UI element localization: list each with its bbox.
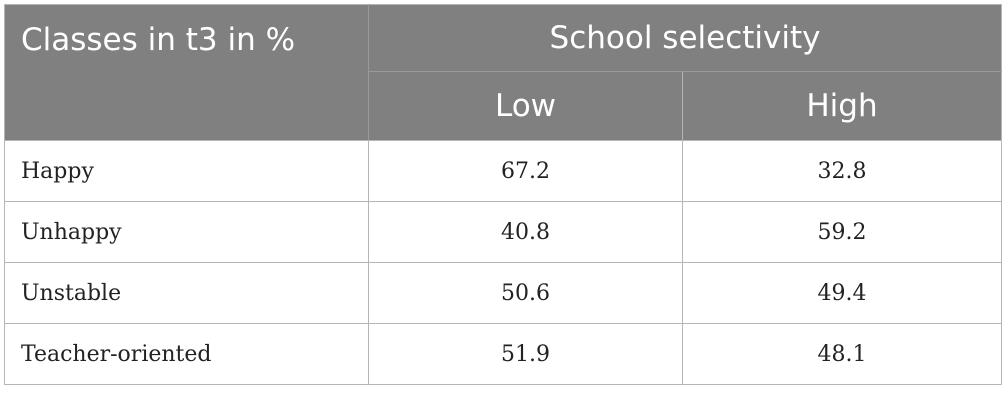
row-label-header: Classes in t3 in % [4,4,369,141]
header-row-2: Low High [5,71,1003,141]
high-value-cell: 59.2 [681,201,1003,263]
low-value-cell: 67.2 [368,140,683,202]
high-value-cell: 49.4 [681,262,1003,324]
row-label: Unstable [4,262,369,324]
row-label: Unhappy [4,201,369,263]
low-value-cell: 50.6 [368,262,683,324]
table-row: Unstable 50.6 49.4 [4,262,1003,324]
row-label: Happy [4,140,369,202]
low-column-header: Low [368,71,683,141]
table-body: Happy 67.2 32.8 Unhappy 40.8 59.2 Unstab… [4,140,1003,385]
selectivity-table: Classes in t3 in % School selectivity Lo… [4,4,1003,385]
low-value-cell: 40.8 [368,201,683,263]
table-row: Teacher-oriented 51.9 48.1 [4,323,1003,385]
school-selectivity-header: School selectivity [367,4,1003,72]
high-value-cell: 32.8 [681,140,1003,202]
high-column-header: High [681,71,1003,141]
table-header: Classes in t3 in % School selectivity Lo… [4,4,1003,141]
table-row: Happy 67.2 32.8 [4,140,1003,202]
table-row: Unhappy 40.8 59.2 [4,201,1003,263]
high-value-cell: 48.1 [681,323,1003,385]
data-table-container: Classes in t3 in % School selectivity Lo… [4,4,1003,385]
low-value-cell: 51.9 [368,323,683,385]
row-label: Teacher-oriented [4,323,369,385]
header-row-1: Classes in t3 in % School selectivity [4,4,1003,141]
